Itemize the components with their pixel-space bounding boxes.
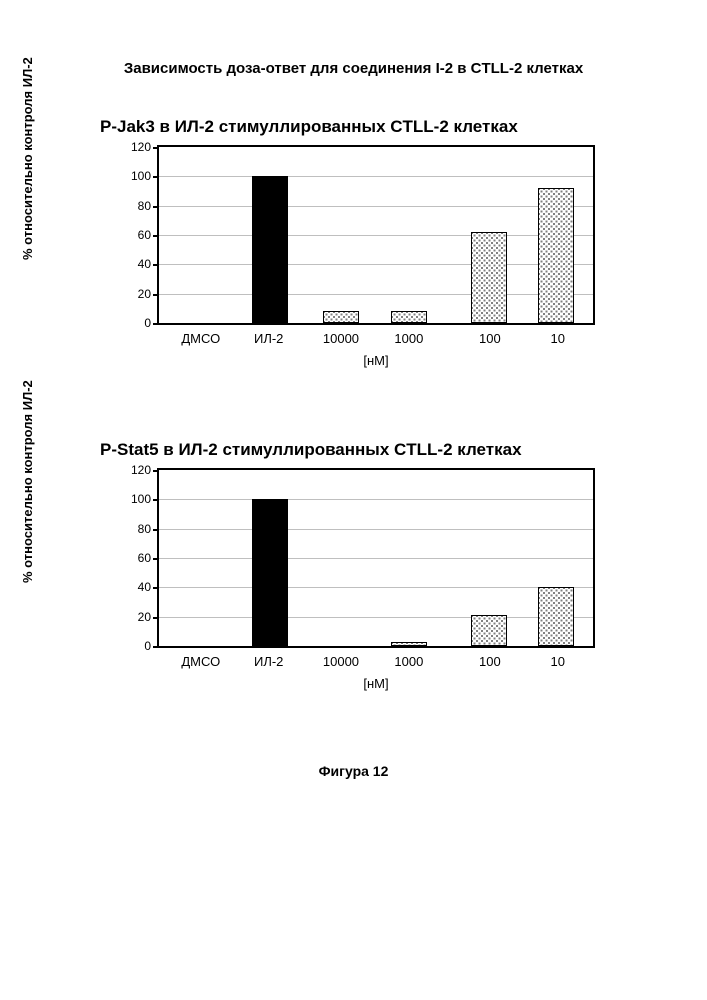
xtick-label: 10000	[323, 331, 359, 346]
panel-title-pjak3: P-Jak3 в ИЛ-2 стимуллированных CTLL-2 кл…	[100, 117, 707, 137]
ytick-label: 20	[138, 610, 151, 624]
bars-pjak3	[159, 147, 593, 323]
xtick-label: 1000	[394, 654, 423, 669]
chart-box-pstat5: % относительно контроля ИЛ-2 02040608010…	[90, 468, 707, 698]
panel-pjak3: P-Jak3 в ИЛ-2 стимуллированных CTLL-2 кл…	[90, 117, 707, 375]
xtick-label: ДМСО	[181, 654, 220, 669]
bar	[471, 615, 507, 646]
ytick-label: 120	[131, 140, 151, 154]
ytick-label: 60	[138, 228, 151, 242]
xtick-label: 10	[551, 331, 565, 346]
ytick-mark	[153, 529, 159, 531]
panel-title-pstat5: P-Stat5 в ИЛ-2 стимуллированных CTLL-2 к…	[100, 440, 707, 460]
xtick-label: 100	[479, 654, 501, 669]
bar	[538, 188, 574, 323]
xtick-label: 1000	[394, 331, 423, 346]
ytick-label: 100	[131, 169, 151, 183]
bar	[323, 311, 359, 323]
bar	[538, 587, 574, 646]
ylabel-pjak3: % относительно контроля ИЛ-2	[20, 57, 35, 260]
ytick-mark	[153, 499, 159, 501]
ytick-label: 0	[144, 316, 151, 330]
ytick-mark	[153, 587, 159, 589]
ytick-label: 60	[138, 551, 151, 565]
bar	[391, 642, 427, 646]
ytick-mark	[153, 646, 159, 648]
yticks-pstat5: 020406080100120	[125, 468, 155, 648]
ytick-mark	[153, 294, 159, 296]
plot-area-pjak3	[157, 145, 595, 325]
xtick-label: 10	[551, 654, 565, 669]
bar	[252, 499, 288, 646]
ytick-label: 0	[144, 639, 151, 653]
ytick-mark	[153, 617, 159, 619]
ytick-label: 40	[138, 257, 151, 271]
ytick-mark	[153, 235, 159, 237]
ytick-label: 40	[138, 580, 151, 594]
ytick-label: 20	[138, 287, 151, 301]
ytick-label: 80	[138, 199, 151, 213]
ytick-label: 80	[138, 522, 151, 536]
yticks-pjak3: 020406080100120	[125, 145, 155, 325]
ytick-mark	[153, 147, 159, 149]
ytick-mark	[153, 176, 159, 178]
main-title: Зависимость доза-ответ для соединения I-…	[0, 60, 707, 77]
plot-area-pstat5	[157, 468, 595, 648]
bar	[252, 176, 288, 323]
bar	[471, 232, 507, 323]
plot-wrap-pstat5: 020406080100120 ДМСОИЛ-210000100010010 […	[125, 468, 595, 648]
figure-caption: Фигура 12	[0, 763, 707, 779]
ytick-label: 100	[131, 492, 151, 506]
panel-pstat5: P-Stat5 в ИЛ-2 стимуллированных CTLL-2 к…	[90, 440, 707, 698]
xtick-label: ДМСО	[181, 331, 220, 346]
bar	[391, 311, 427, 323]
ylabel-pstat5: % относительно контроля ИЛ-2	[20, 380, 35, 583]
chart-box-pjak3: % относительно контроля ИЛ-2 02040608010…	[90, 145, 707, 375]
plot-wrap-pjak3: 020406080100120 ДМСОИЛ-210000100010010 […	[125, 145, 595, 325]
ytick-mark	[153, 264, 159, 266]
xtick-label: 10000	[323, 654, 359, 669]
ytick-label: 120	[131, 463, 151, 477]
ytick-mark	[153, 470, 159, 472]
xaxis-title-pstat5: [нМ]	[157, 676, 595, 691]
ytick-mark	[153, 558, 159, 560]
xtick-label: ИЛ-2	[254, 331, 283, 346]
xaxis-title-pjak3: [нМ]	[157, 353, 595, 368]
xtick-label: 100	[479, 331, 501, 346]
bars-pstat5	[159, 470, 593, 646]
ytick-mark	[153, 206, 159, 208]
page: Зависимость доза-ответ для соединения I-…	[0, 0, 707, 1000]
ytick-mark	[153, 323, 159, 325]
xtick-label: ИЛ-2	[254, 654, 283, 669]
